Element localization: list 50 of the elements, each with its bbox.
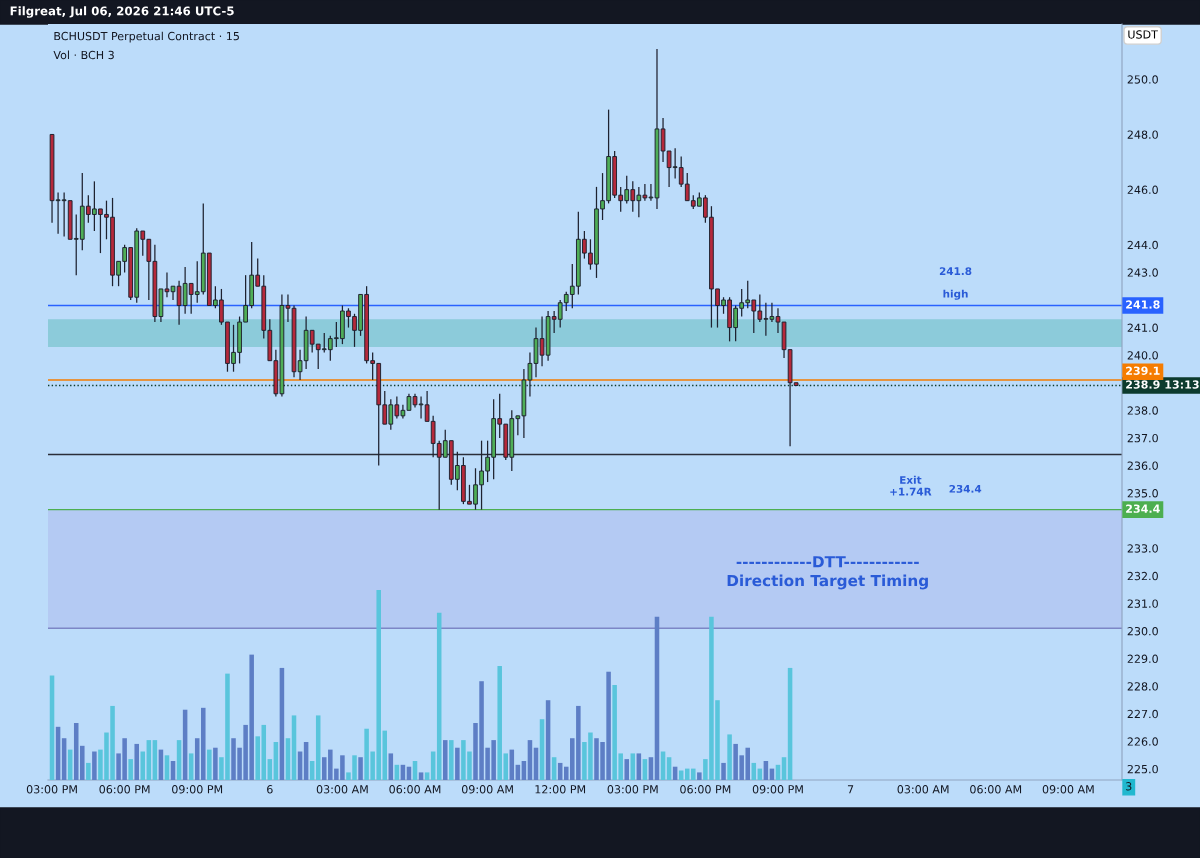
- text: BCHUSDT Perpetual Contract · 15: [54, 31, 239, 43]
- text: 3: [1126, 782, 1132, 791]
- y-tick-label: 233.0: [1127, 544, 1158, 553]
- y-tick-label: 246.0: [1127, 185, 1158, 195]
- x-tick-label: 06:00 PM: [680, 785, 731, 794]
- y-tick-label: 227.0: [1127, 709, 1158, 719]
- x-tick-label: 7: [847, 785, 854, 794]
- x-tick-label: 09:00 PM: [172, 785, 223, 794]
- y-tick-label: 226.0: [1127, 737, 1158, 746]
- y-tick-label: 240.0: [1127, 351, 1158, 360]
- x-tick-label: 03:00 AM: [897, 785, 949, 794]
- y-tick-label: 231.0: [1127, 599, 1158, 608]
- y-tick-label: 248.0: [1127, 130, 1158, 139]
- y-tick-label: 235.0: [1127, 489, 1158, 498]
- y-tick-label: 241.0: [1127, 323, 1158, 332]
- y-tick-label: 225.0: [1127, 764, 1158, 774]
- x-tick-label: 06:00 PM: [99, 785, 150, 794]
- x-tick-label: 09:00 AM: [1042, 785, 1094, 794]
- y-tick-label: 238.0: [1127, 406, 1158, 415]
- y-tick-label: 243.0: [1127, 268, 1158, 277]
- annotation: Direction Target Timing: [727, 574, 928, 590]
- annotation: high: [943, 289, 968, 300]
- x-tick-label: 6: [267, 785, 273, 794]
- annotation: Exit +1.74R: [890, 475, 932, 496]
- y-tick-label: 250.0: [1127, 75, 1158, 84]
- x-tick-label: 09:00 AM: [461, 785, 513, 794]
- chart-title: Filgreat, Jul 06, 2026 21:46 UTC-5: [10, 6, 234, 18]
- annotation: 241.8: [939, 267, 972, 276]
- y-tick-label: 232.0: [1127, 571, 1158, 581]
- ref-line-label: 238.9 13:13: [1126, 380, 1199, 389]
- x-tick-label: 06:00 AM: [389, 785, 441, 794]
- x-tick-label: 03:00 AM: [316, 785, 368, 794]
- x-tick-label: 06:00 AM: [970, 785, 1022, 794]
- y-tick-label: 236.0: [1127, 461, 1158, 470]
- y-tick-label: 244.0: [1127, 240, 1158, 250]
- ref-line-label: 241.8: [1126, 300, 1160, 309]
- y-tick-label: 228.0: [1127, 682, 1158, 691]
- chart-title: Vol · BCH 3: [53, 50, 114, 60]
- ref-line-label: 239.1: [1126, 366, 1160, 375]
- ref-line-label: 234.4: [1126, 504, 1160, 513]
- y-tick-label: 229.0: [1127, 654, 1158, 663]
- x-tick-label: 03:00 PM: [26, 785, 77, 794]
- x-tick-label: 12:00 PM: [535, 785, 586, 794]
- x-tick-label: 03:00 PM: [607, 785, 658, 794]
- y-axis-title: USDT: [1128, 30, 1158, 39]
- x-tick-label: 09:00 PM: [752, 785, 803, 794]
- y-tick-label: 230.0: [1127, 627, 1158, 636]
- annotation: 234.4: [949, 484, 982, 493]
- annotation: ------------DTT------------: [736, 556, 919, 568]
- y-tick-label: 237.0: [1127, 433, 1158, 443]
